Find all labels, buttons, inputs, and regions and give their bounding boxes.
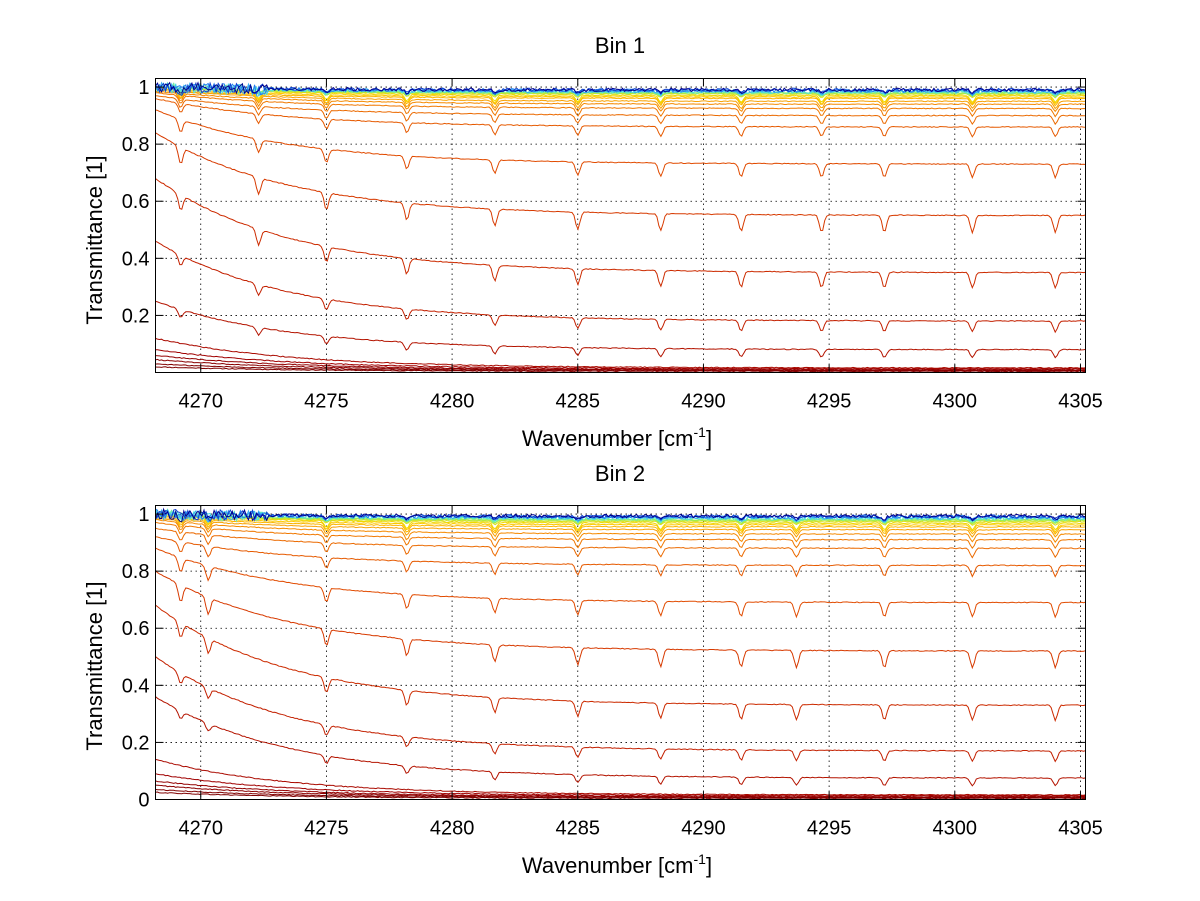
series-line [155,89,1086,110]
series-group-bin-2 [155,507,1086,800]
x-tick-label: 4275 [304,391,349,413]
x-tick-label: 4295 [807,391,852,413]
series-line [155,780,1086,798]
series-line [155,656,1086,763]
x-tick-label: 4280 [430,391,475,413]
x-axis-label-bin-1: Wavenumber [cm-1] [522,424,712,451]
series-line [155,132,1086,235]
y-tick-label: 0.8 [122,561,150,583]
series-line [155,513,1086,526]
series-line [155,98,1086,138]
series-line [155,547,1086,619]
series-line [155,81,1086,95]
y-tick-label: 0 [138,790,149,812]
x-tick-label: 4300 [933,818,978,840]
x-tick-label: 4290 [681,391,726,413]
y-tick-label: 0.6 [122,618,150,640]
series-line [155,508,1086,524]
gridlines-bin-1 [155,78,1086,373]
series-line [155,89,1086,107]
x-tick-label: 4305 [1058,391,1103,413]
series-line [155,513,1086,532]
x-tick-label: 4285 [556,818,601,840]
x-tick-label: 4275 [304,818,349,840]
series-line [155,358,1086,372]
y-tick-label: 0.4 [122,675,150,697]
x-tick-label: 4280 [430,818,475,840]
y-tick-label: 0.2 [122,305,150,327]
series-line [155,521,1086,550]
ticks-bin-2: 4270 4275 4280 4285 4290 4295 4300 4305 0 0.2 0.4 0… [122,504,1103,839]
ticks-bin-1: 4270 4275 4280 4285 4290 4295 4300 4305 0.2 0.4 0.… [122,77,1103,412]
series-line [155,300,1086,359]
axes-box-bin-1 [155,78,1086,373]
plot-area-bin-2 [155,505,1086,800]
x-tick-label: 4305 [1058,818,1103,840]
series-line [155,355,1086,371]
y-tick-label: 0.2 [122,732,150,754]
y-tick-label: 0.6 [122,191,150,213]
x-tick-label: 4295 [807,818,852,840]
axes-box-bin-2 [155,505,1086,800]
x-tick-label: 4290 [681,818,726,840]
series-line [155,519,1086,543]
plot-area-bin-1 [155,78,1086,373]
series-line [155,527,1086,559]
series-line [155,784,1086,799]
x-tick-label: 4270 [178,391,223,413]
series-line [155,517,1086,538]
series-line [155,240,1086,334]
y-tick-label: 1 [138,504,149,526]
series-line [155,513,1086,524]
series-line [155,791,1086,800]
series-line [155,514,1086,533]
series-line [155,536,1086,578]
series-line [155,88,1086,105]
series-line [155,109,1086,180]
series-line [155,86,1086,104]
series-line [155,516,1086,535]
series-line [155,95,1086,126]
y-axis-label-bin-2: Transmittance [1] [82,581,107,750]
y-tick-label: 1 [138,77,149,99]
y-axis-label-bin-1: Transmittance [1] [82,155,107,324]
series-line [155,90,1086,113]
gridlines-bin-2 [155,505,1086,800]
series-line [155,178,1086,290]
x-tick-label: 4300 [933,391,978,413]
y-tick-label: 0.4 [122,248,150,270]
series-group-bin-1 [155,81,1086,373]
x-tick-label: 4270 [178,818,223,840]
x-axis-label-bin-2: Wavenumber [cm-1] [522,851,712,878]
series-line [155,349,1086,370]
series-line [155,758,1086,796]
chart-title-bin-2: Bin 2 [595,461,645,486]
series-line [155,507,1086,523]
series-line [155,604,1086,723]
x-tick-label: 4285 [556,391,601,413]
chart-title-bin-1: Bin 1 [595,33,645,58]
series-line [155,773,1086,797]
series-line [155,696,1086,787]
series-line [155,570,1086,670]
subplot-bin-1: Bin 1 4270 4275 4280 4285 4290 4295 4300 4305 0.… [82,33,1103,451]
y-tick-label: 0.8 [122,134,150,156]
series-line [155,337,1086,369]
subplot-bin-2: Bin 2 4270 4275 4280 4285 4290 4295 4300 4305 0 0… [82,461,1103,878]
series-line [155,92,1086,118]
